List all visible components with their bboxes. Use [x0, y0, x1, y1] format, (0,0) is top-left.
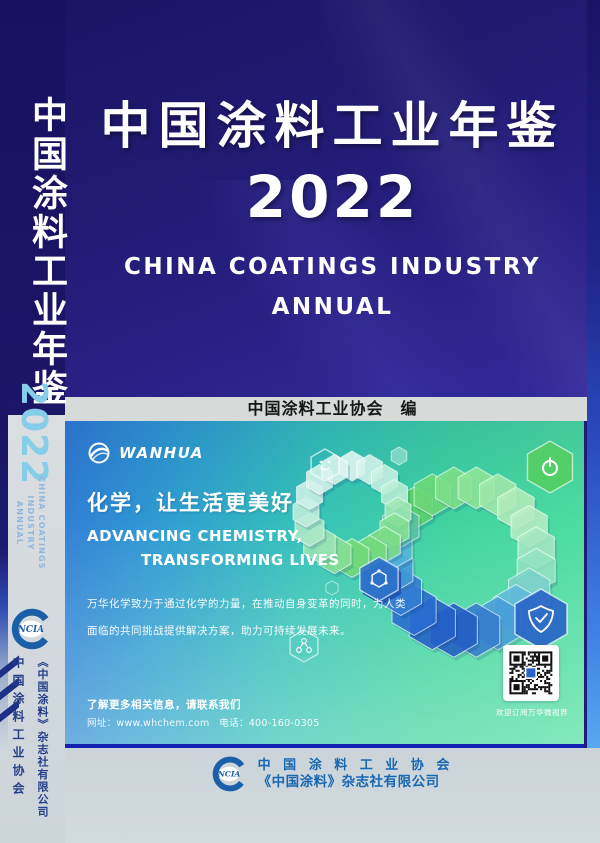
- wanhua-ad-banner: WANHUA 化学，让生活更美好 ADVANCING CHEMISTRY, TR…: [65, 421, 584, 748]
- front-cover: 中国涂料工业年鉴 2022 CHINA COATINGS INDUSTRY AN…: [65, 0, 600, 843]
- small-hexagon-icon: [390, 446, 408, 466]
- qr-code-svg: [509, 651, 553, 695]
- publisher-org: 中 国 涂 料 工 业 协 会: [257, 758, 454, 773]
- page-edge-strip: [587, 0, 600, 748]
- title-area: 中国涂料工业年鉴 2022 CHINA COATINGS INDUSTRY AN…: [65, 0, 600, 397]
- face-hexagon-icon: [310, 448, 340, 482]
- banner-slogan-en2: TRANSFORMING LIVES: [141, 551, 340, 569]
- molecule-hexagon-icon: [289, 629, 319, 663]
- spine-publisher: 《中国涂料》杂志社有限公司: [36, 656, 49, 819]
- shield-hexagon-icon: [514, 588, 568, 650]
- banner-contact-line1: 了解更多相关信息，请联系我们: [87, 699, 241, 711]
- tiny-hexagon-icon: [325, 580, 339, 596]
- editor-line: 中国涂料工业协会 编: [65, 397, 600, 421]
- brand-name: WANHUA: [119, 444, 204, 462]
- publisher-footer: NCIA 中 国 涂 料 工 业 协 会 《中国涂料》杂志社有限公司: [65, 748, 600, 843]
- ncia-logo-icon: NCIA: [11, 608, 53, 650]
- banner-slogan-en1: ADVANCING CHEMISTRY,: [87, 527, 303, 545]
- spine-subtitle-line1: CHINA COATINGS INDUSTRY: [26, 476, 46, 570]
- light-streak: [320, 0, 600, 397]
- book-subtitle-line2: ANNUAL: [271, 294, 394, 320]
- book-title: 中国涂料工业年鉴: [100, 97, 565, 155]
- ncia-logo-text: NCIA: [216, 770, 240, 779]
- spine-subtitle-line2: ANNUAL: [15, 500, 24, 546]
- banner-body-line1: 万华化学致力于通过化学的力量，在推动自身变革的同时，为人类: [87, 598, 406, 610]
- ribbon-graphic: [292, 450, 558, 661]
- qr-code: [503, 645, 559, 701]
- light-streak: [65, 180, 600, 397]
- wanhua-logo-icon: [88, 442, 110, 464]
- ncia-logo-icon: NCIA: [212, 756, 247, 792]
- book-spine: 中国涂料工业年鉴 2022 CHINA COATINGS INDUSTRY AN…: [0, 0, 67, 843]
- publisher-company: 《中国涂料》杂志社有限公司: [257, 774, 440, 790]
- wanhua-brand: WANHUA: [87, 441, 204, 465]
- banner-contact-line2: 网址：www.whchem.com 电话：400-160-0305: [87, 718, 320, 729]
- spine-publisher-block: 中国涂料工业协会 《中国涂料》杂志社有限公司: [10, 656, 50, 819]
- banner-slogan-cn: 化学，让生活更美好: [87, 491, 294, 515]
- spine-title: 中国涂料工业年鉴: [26, 96, 67, 408]
- book-subtitle-line1: CHINA COATINGS INDUSTRY: [124, 254, 541, 280]
- book-year: 2022: [245, 163, 420, 231]
- plug-hexagon-icon: [526, 440, 574, 494]
- banner-body-line2: 面临的共同挑战提供解决方案，助力可持续发展未来。: [87, 625, 351, 637]
- ncia-logo-text: NCIA: [17, 625, 44, 635]
- spine-subtitle-en: CHINA COATINGS INDUSTRY ANNUAL: [14, 448, 47, 598]
- atom-hexagon-icon: [359, 556, 402, 605]
- qr-caption: 欢迎订阅万华微视界: [496, 708, 568, 717]
- spine-org: 中国涂料工业协会: [11, 656, 25, 800]
- publisher-lines: 中 国 涂 料 工 业 协 会 《中国涂料》杂志社有限公司: [258, 757, 454, 791]
- publisher-row: NCIA 中 国 涂 料 工 业 协 会 《中国涂料》杂志社有限公司: [65, 748, 600, 792]
- spine-edge-shade: [0, 415, 8, 750]
